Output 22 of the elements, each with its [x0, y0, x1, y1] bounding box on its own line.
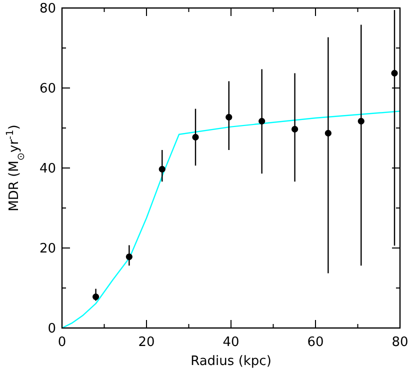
point: [291, 126, 298, 132]
x-tick-label: 0: [58, 335, 66, 350]
y-tick-label: 80: [39, 2, 56, 16]
point: [258, 118, 266, 124]
point: [92, 294, 100, 300]
point: [358, 118, 364, 124]
point: [226, 114, 232, 120]
y-tick-label: 20: [39, 242, 56, 256]
y-tick-label: 0: [48, 322, 56, 336]
x-tick-label: 60: [307, 335, 324, 350]
x-tick-label: 40: [222, 335, 240, 350]
line-series: [61, 110, 401, 329]
y-tick-label: 60: [39, 82, 56, 96]
point: [158, 166, 166, 172]
point: [391, 70, 398, 76]
y-tick-label: 40: [39, 162, 56, 176]
x-axis-title: Radius (kpc): [190, 354, 272, 369]
point: [192, 134, 199, 140]
x-tick-label: 80: [392, 335, 408, 350]
point: [126, 254, 132, 260]
point: [324, 130, 332, 136]
x-tick-label: 20: [138, 335, 155, 350]
